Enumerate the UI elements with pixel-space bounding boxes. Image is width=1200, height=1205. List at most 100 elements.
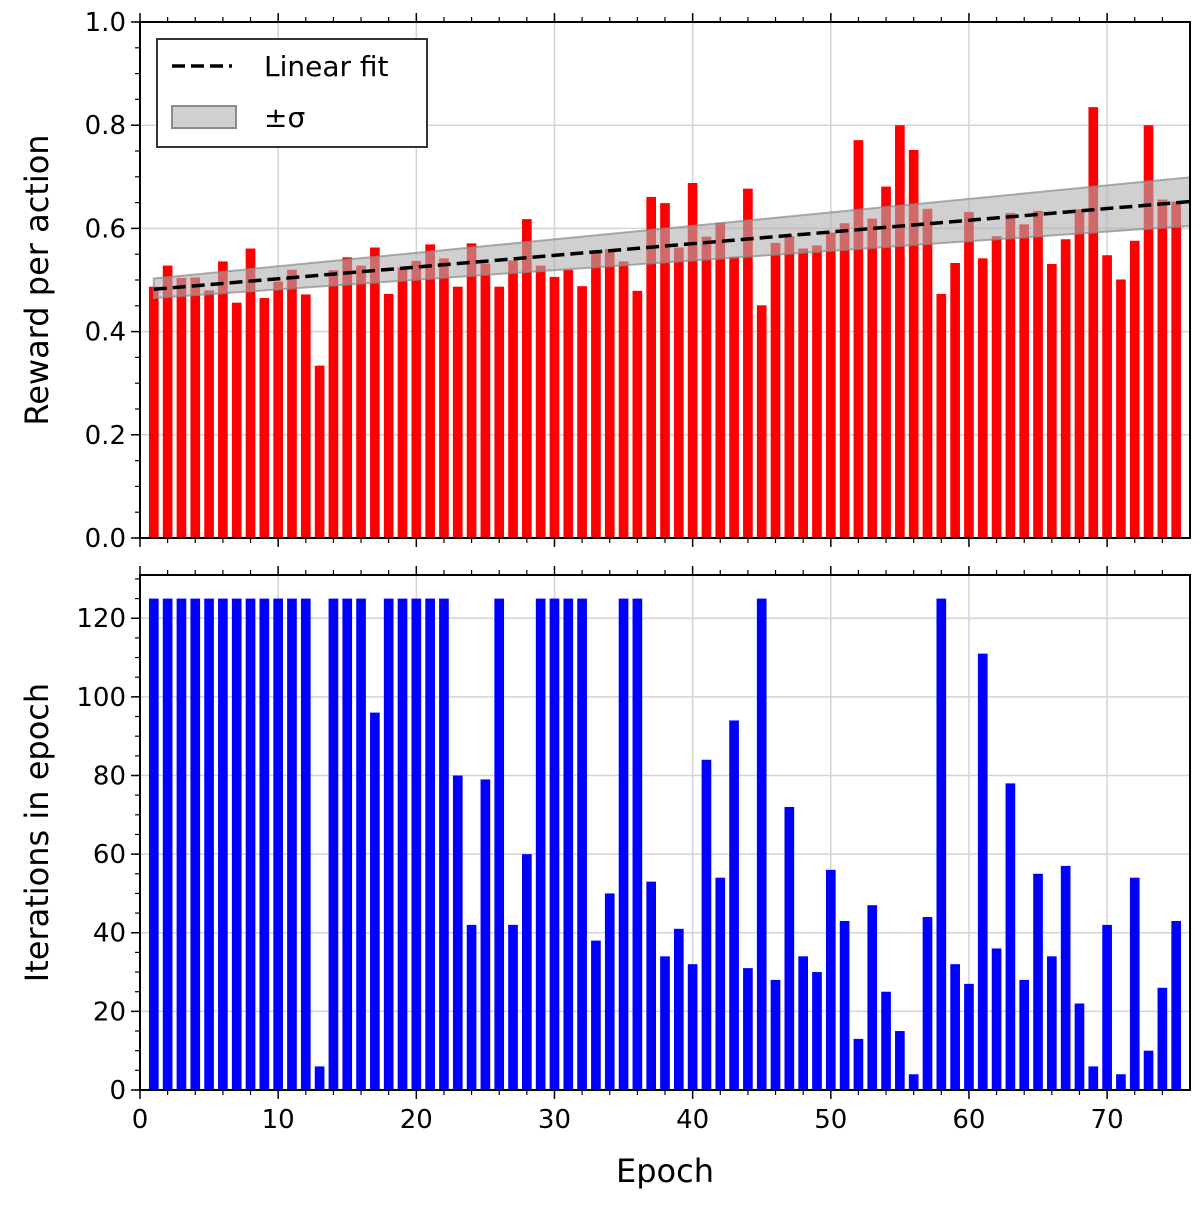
top-bar [342, 257, 353, 538]
top-bar [577, 286, 587, 538]
bottom-bar [328, 598, 339, 1090]
top-bar [508, 260, 518, 538]
top-panel-reward: 0.0 0.2 0.4 0.6 0.8 1.0 Reward per action Linea… [18, 8, 1191, 554]
top-bar [1047, 264, 1057, 538]
bottom-bar [162, 598, 173, 1090]
legend: Linear fit ±σ [156, 38, 428, 148]
bottom-bar [1157, 987, 1168, 1090]
bottom-bar [964, 983, 974, 1090]
top-bar [356, 265, 366, 538]
bottom-bar [577, 598, 587, 1090]
top-bar [1074, 209, 1085, 539]
linear-fit-line [153, 199, 1191, 292]
top-bar [1143, 125, 1154, 538]
bottom-bar [563, 598, 574, 1090]
bottom-bar [881, 991, 891, 1090]
bottom-bar [756, 598, 767, 1090]
top-bar [867, 218, 878, 538]
top-bar [300, 294, 311, 538]
bottom-bar [176, 598, 187, 1090]
top-bar [1102, 255, 1112, 538]
top-bar [397, 267, 408, 538]
bottom-bar [452, 775, 463, 1090]
bottom-bar [383, 598, 394, 1090]
top-bar [825, 232, 836, 538]
top-bar [1019, 224, 1030, 538]
top-bar [535, 265, 546, 538]
top-bar [673, 247, 684, 538]
bottom-panel-iterations: 0 20 40 60 80 100 120 Iterations in epoch 0 10 20 3… [18, 566, 1191, 1190]
bottom-bar [245, 598, 256, 1090]
top-bar [977, 258, 988, 538]
bottom-bar [342, 598, 353, 1090]
top-bar [439, 258, 449, 538]
top-bar [1088, 107, 1099, 538]
bottom-bar [729, 720, 739, 1090]
top-bar [494, 286, 505, 538]
bottom-bar [646, 881, 657, 1090]
bottom-bar [397, 598, 408, 1090]
top-bar [231, 302, 242, 538]
top-bar [1116, 279, 1126, 538]
top-bar [922, 208, 933, 539]
bottom-x-tick-label: 20 [400, 1105, 433, 1135]
top-bar [480, 263, 491, 538]
bottom-bar [715, 877, 726, 1090]
top-bar [687, 182, 698, 538]
top-bar [176, 277, 187, 538]
bottom-bar [494, 598, 505, 1090]
bottom-bar [1047, 956, 1057, 1090]
top-bar [162, 265, 173, 538]
legend-band-label: ±σ [264, 101, 305, 134]
top-bar [218, 261, 228, 538]
bottom-bar [908, 1074, 919, 1090]
bottom-y-tick-label: 40 [93, 919, 126, 949]
bottom-bar [411, 598, 422, 1090]
legend-fit-label: Linear fit [264, 50, 389, 83]
bottom-x-tick-label: 60 [952, 1105, 985, 1135]
top-bar [853, 140, 864, 538]
bottom-bar [853, 1038, 864, 1090]
bottom-bar [784, 806, 795, 1090]
bottom-y-tick-label: 60 [93, 840, 126, 870]
top-bar [701, 236, 712, 538]
bottom-bar [300, 598, 311, 1090]
bottom-bar [701, 759, 712, 1090]
bottom-bar [591, 940, 601, 1090]
bottom-bar [922, 917, 933, 1090]
top-bar [411, 260, 422, 538]
top-bar [632, 290, 643, 538]
bottom-bar [259, 598, 270, 1090]
bottom-bar [148, 598, 159, 1090]
bottom-x-tick-label: 50 [814, 1105, 847, 1135]
top-bar [1005, 212, 1016, 539]
bottom-bar [508, 924, 518, 1090]
top-y-axis-label: Reward per action [18, 134, 56, 425]
bottom-bar [743, 968, 753, 1090]
top-y-tick-label: 0.4 [85, 318, 126, 348]
bottom-bar [480, 779, 491, 1090]
top-bar [770, 242, 781, 538]
bottom-bar [1102, 924, 1112, 1090]
bottom-bar [356, 598, 366, 1090]
bottom-bar [190, 598, 201, 1090]
bottom-bar [466, 924, 477, 1090]
top-bar [148, 286, 159, 538]
bottom-bar [1143, 1050, 1154, 1090]
bottom-bar [687, 964, 698, 1090]
bottom-bar [425, 598, 435, 1090]
bottom-bar [204, 598, 214, 1090]
top-bar [715, 222, 726, 538]
bottom-y-tick-label: 20 [93, 997, 126, 1027]
top-y-tick-label: 0.8 [85, 111, 126, 141]
bottom-bar [977, 653, 988, 1090]
bottom-bar [673, 928, 684, 1090]
bottom-bar [632, 598, 643, 1090]
bottom-x-tick-label: 70 [1091, 1105, 1124, 1135]
bottom-bar [1033, 873, 1043, 1090]
top-bar [660, 203, 670, 538]
bottom-bar [1088, 1066, 1099, 1090]
bottom-bar [825, 869, 836, 1090]
top-y-tick-label: 1.0 [85, 8, 126, 38]
